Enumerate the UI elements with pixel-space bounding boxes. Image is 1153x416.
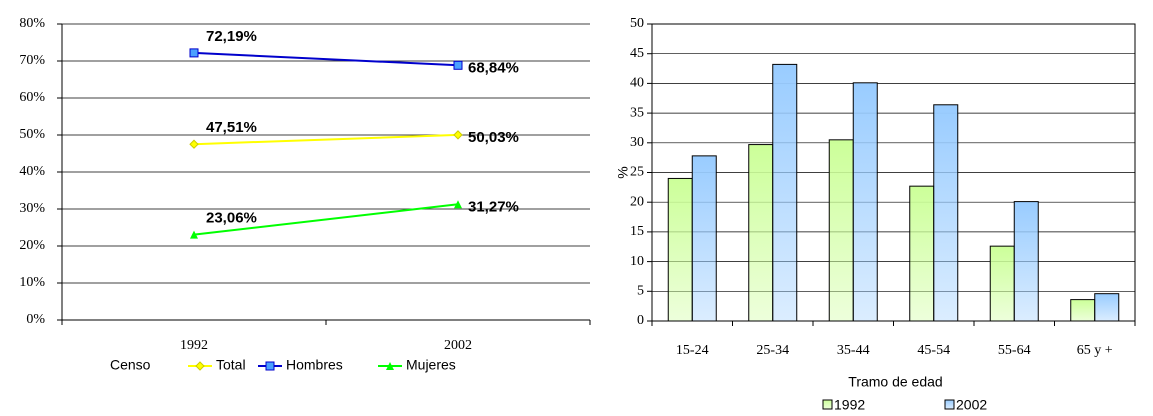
y-tick-label: 50 bbox=[630, 16, 644, 31]
bar bbox=[933, 104, 959, 322]
x-tick-label: 1992 bbox=[180, 338, 208, 353]
y-tick-label: 40 bbox=[630, 76, 644, 91]
y-tick-label: 15 bbox=[630, 224, 644, 239]
marker bbox=[195, 361, 205, 371]
bar bbox=[772, 63, 798, 322]
y-axis-label: % bbox=[615, 166, 631, 178]
value-label: 47,51% bbox=[206, 119, 257, 136]
marker bbox=[454, 200, 462, 209]
y-tick-label: 0% bbox=[26, 312, 45, 327]
bar bbox=[989, 245, 1015, 322]
bar bbox=[1070, 299, 1096, 322]
marker bbox=[189, 48, 199, 58]
y-tick-label: 10% bbox=[19, 275, 45, 290]
y-tick-label: 45 bbox=[630, 46, 644, 61]
x-axis-label: Censo bbox=[110, 357, 151, 373]
x-tick-label: 2002 bbox=[444, 338, 472, 353]
series-line bbox=[193, 51, 459, 67]
y-tick-label: 50% bbox=[19, 127, 45, 142]
legend-label: Mujeres bbox=[406, 357, 456, 373]
y-tick-label: 5 bbox=[637, 284, 644, 299]
bar bbox=[828, 139, 854, 322]
x-tick-label: 45-54 bbox=[917, 343, 950, 358]
x-tick-label: 35-44 bbox=[837, 343, 870, 358]
bar bbox=[691, 155, 717, 322]
x-tick-label: 65 y + bbox=[1077, 343, 1113, 358]
bar bbox=[1013, 201, 1039, 322]
value-label: 72,19% bbox=[206, 28, 257, 45]
legend-swatch bbox=[822, 399, 833, 410]
y-tick-label: 70% bbox=[19, 53, 45, 68]
y-tick-label: 40% bbox=[19, 164, 45, 179]
series-line bbox=[193, 203, 459, 236]
x-tick-label: 25-34 bbox=[756, 343, 789, 358]
value-label: 50,03% bbox=[468, 129, 519, 146]
marker bbox=[386, 362, 394, 370]
value-label: 23,06% bbox=[206, 210, 257, 227]
marker bbox=[453, 60, 463, 70]
marker bbox=[453, 130, 463, 140]
legend-label: 2002 bbox=[956, 397, 987, 413]
bar bbox=[1094, 293, 1120, 322]
x-tick-label: 15-24 bbox=[676, 343, 709, 358]
series-line bbox=[193, 133, 459, 146]
bar bbox=[852, 82, 878, 322]
legend-label: Hombres bbox=[286, 357, 343, 373]
value-label: 31,27% bbox=[468, 198, 519, 215]
y-tick-label: 30% bbox=[19, 201, 45, 216]
marker bbox=[189, 139, 199, 149]
legend-label: Total bbox=[216, 357, 246, 373]
marker bbox=[190, 230, 198, 239]
y-tick-label: 20% bbox=[19, 238, 45, 253]
value-label: 68,84% bbox=[468, 59, 519, 76]
y-tick-label: 80% bbox=[19, 16, 45, 31]
bar bbox=[748, 144, 774, 322]
bar bbox=[667, 177, 693, 322]
x-tick-label: 55-64 bbox=[998, 343, 1031, 358]
y-tick-label: 0 bbox=[637, 313, 644, 328]
legend-swatch bbox=[944, 399, 955, 410]
x-axis-label: Tramo de edad bbox=[848, 374, 942, 390]
y-tick-label: 25 bbox=[630, 165, 644, 180]
y-tick-label: 30 bbox=[630, 135, 644, 150]
y-tick-label: 35 bbox=[630, 105, 644, 120]
y-tick-label: 60% bbox=[19, 90, 45, 105]
y-tick-label: 20 bbox=[630, 194, 644, 209]
y-tick-label: 10 bbox=[630, 254, 644, 269]
legend-label: 1992 bbox=[834, 397, 865, 413]
marker bbox=[265, 361, 275, 371]
bar bbox=[909, 185, 935, 322]
